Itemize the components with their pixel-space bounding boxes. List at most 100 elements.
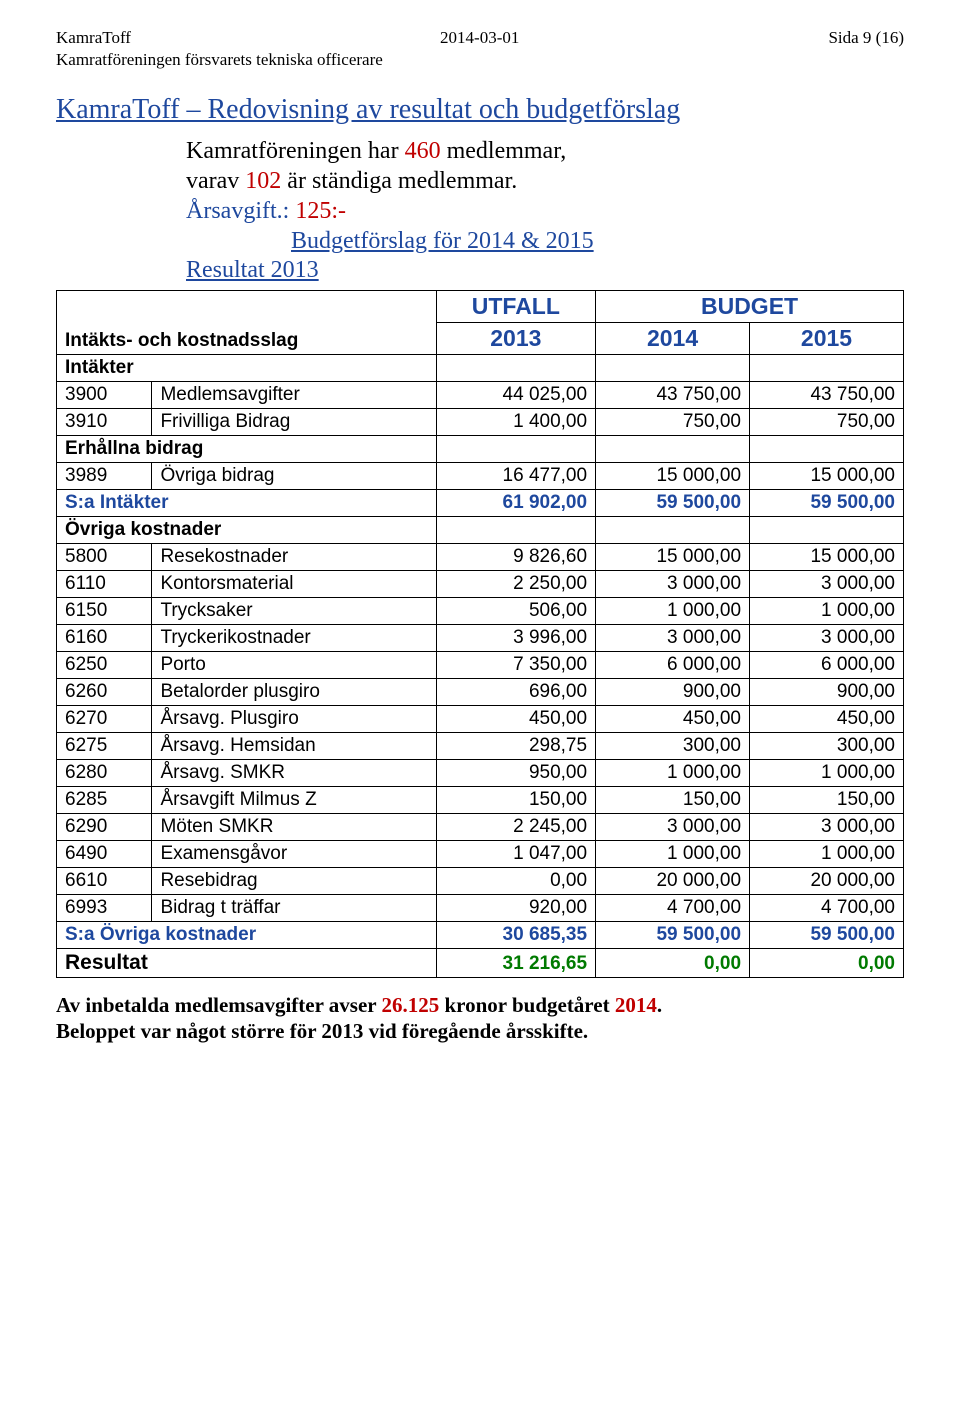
row-val: 300,00 [596,733,750,760]
table-row: 6993Bidrag t träffar920,004 700,004 700,… [57,895,904,922]
section-label: Erhållna bidrag [57,436,437,463]
empty-cell [436,436,595,463]
col-year-2013: 2013 [436,323,595,355]
empty-cell [436,355,595,382]
fee-label: Årsavgift.: [186,198,295,224]
row-val: 9 826,60 [436,544,595,571]
footer-text: . [657,993,662,1017]
resultat-val: 0,00 [750,949,904,978]
row-val: 43 750,00 [596,382,750,409]
table-row: 6610Resebidrag0,0020 000,0020 000,00 [57,868,904,895]
row-val: 1 000,00 [750,841,904,868]
footer-text: Beloppet var något större för 2013 vid f… [56,1019,588,1043]
row-name: Övriga bidrag [152,463,436,490]
empty-cell [750,436,904,463]
row-val: 3 000,00 [750,625,904,652]
row-val: 1 000,00 [750,760,904,787]
footer-text: Av inbetalda medlemsavgifter avser [56,993,381,1017]
section-ovriga-kostnader: Övriga kostnader [57,517,904,544]
page-header: KamraToff 2014-03-01 Sida 9 (16) [56,28,904,48]
row-val: 920,00 [436,895,595,922]
col-header-label: Intäkts- och kostnadsslag [57,323,437,355]
section-label: Intäkter [57,355,437,382]
row-val: 950,00 [436,760,595,787]
member-count: 460 [405,138,441,164]
table-row: 5800Resekostnader9 826,6015 000,0015 000… [57,544,904,571]
row-val: 450,00 [596,706,750,733]
header-date: 2014-03-01 [440,28,519,48]
row-code: 6160 [57,625,152,652]
table-header-row-years: Intäkts- och kostnadsslag 2013 2014 2015 [57,323,904,355]
col-year-2014: 2014 [596,323,750,355]
row-name: Årsavg. SMKR [152,760,436,787]
row-name: Examensgåvor [152,841,436,868]
table-row: 6150Trycksaker506,001 000,001 000,00 [57,598,904,625]
sum-ovriga-row: S:a Övriga kostnader 30 685,35 59 500,00… [57,922,904,949]
footer-amount: 26.125 [381,993,439,1017]
row-name: Trycksaker [152,598,436,625]
row-code: 6290 [57,814,152,841]
row-val: 20 000,00 [596,868,750,895]
table-row: 6280Årsavg. SMKR950,001 000,001 000,00 [57,760,904,787]
col-header-budget: BUDGET [596,291,904,323]
row-val: 20 000,00 [750,868,904,895]
row-code: 6110 [57,571,152,598]
footer-line-2: Beloppet var något större för 2013 vid f… [56,1018,904,1044]
row-val: 4 700,00 [596,895,750,922]
table-row: 6275Årsavg. Hemsidan298,75300,00300,00 [57,733,904,760]
row-val: 150,00 [750,787,904,814]
row-val: 0,00 [436,868,595,895]
row-val: 44 025,00 [436,382,595,409]
empty-cell [750,355,904,382]
row-val: 16 477,00 [436,463,595,490]
row-code: 3910 [57,409,152,436]
row-val: 750,00 [750,409,904,436]
row-name: Årsavg. Plusgiro [152,706,436,733]
intro-line-1: Kamratföreningen har 460 medlemmar, [186,136,904,166]
row-val: 15 000,00 [596,544,750,571]
sum-label: S:a Övriga kostnader [57,922,437,949]
row-val: 150,00 [436,787,595,814]
fee-amount: 125:- [295,198,346,224]
row-val: 15 000,00 [596,463,750,490]
row-val: 3 996,00 [436,625,595,652]
row-name: Betalorder plusgiro [152,679,436,706]
footer-text: kronor budgetåret [439,993,615,1017]
sum-val: 30 685,35 [436,922,595,949]
section-erhallna: Erhållna bidrag [57,436,904,463]
row-val: 2 250,00 [436,571,595,598]
row-val: 1 400,00 [436,409,595,436]
intro-block: Kamratföreningen har 460 medlemmar, vara… [56,136,904,226]
intro-line-3: Årsavgift.: 125:- [186,196,904,226]
header-page-number: Sida 9 (16) [828,28,904,48]
row-val: 7 350,00 [436,652,595,679]
row-val: 1 000,00 [596,841,750,868]
row-name: Kontorsmaterial [152,571,436,598]
ovriga-kostnader-body: 5800Resekostnader9 826,6015 000,0015 000… [57,544,904,922]
row-code: 3900 [57,382,152,409]
intro-text: varav [186,168,245,194]
sum-val: 59 500,00 [596,490,750,517]
row-name: Resekostnader [152,544,436,571]
subtitle-resultat: Resultat 2013 [56,257,904,284]
row-val: 15 000,00 [750,544,904,571]
row-val: 150,00 [596,787,750,814]
resultat-row: Resultat 31 216,65 0,00 0,00 [57,949,904,978]
permanent-member-count: 102 [245,168,281,194]
row-val: 300,00 [750,733,904,760]
row-code: 6610 [57,868,152,895]
footer-line-1: Av inbetalda medlemsavgifter avser 26.12… [56,992,904,1018]
table-row: 6490Examensgåvor1 047,001 000,001 000,00 [57,841,904,868]
empty-cell [596,436,750,463]
row-code: 6275 [57,733,152,760]
resultat-val: 31 216,65 [436,949,595,978]
row-val: 450,00 [436,706,595,733]
row-val: 900,00 [596,679,750,706]
row-val: 1 000,00 [596,598,750,625]
table-row: 6260Betalorder plusgiro696,00900,00900,0… [57,679,904,706]
row-name: Bidrag t träffar [152,895,436,922]
row-val: 298,75 [436,733,595,760]
row-name: Medlemsavgifter [152,382,436,409]
table-row: 6285Årsavgift Milmus Z150,00150,00150,00 [57,787,904,814]
row-val: 6 000,00 [750,652,904,679]
